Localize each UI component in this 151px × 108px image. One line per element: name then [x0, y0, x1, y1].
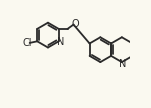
- Text: O: O: [71, 19, 79, 29]
- Text: N: N: [57, 37, 65, 47]
- Text: N: N: [119, 59, 126, 69]
- Text: Cl: Cl: [22, 38, 32, 48]
